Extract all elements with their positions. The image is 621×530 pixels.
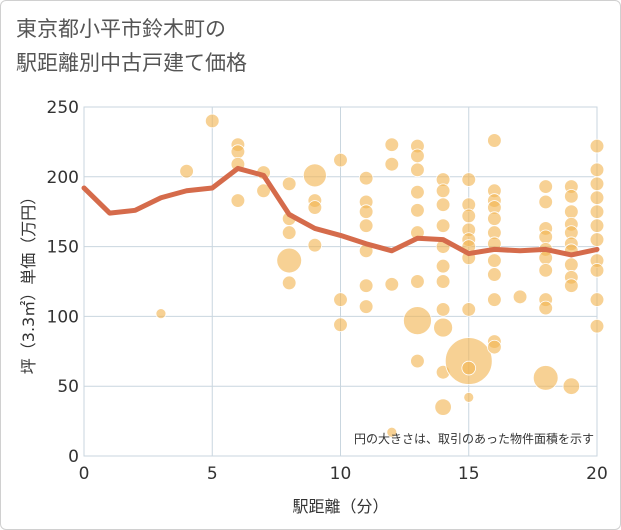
bubble-point xyxy=(281,275,297,291)
y-tick-label: 150 xyxy=(47,238,79,258)
bubble-point xyxy=(410,184,425,200)
bubble-point xyxy=(302,163,327,188)
bubble-point xyxy=(487,253,502,268)
bubble-point xyxy=(538,194,553,210)
bubble-point xyxy=(358,218,374,233)
y-tick-label: 200 xyxy=(47,168,79,188)
bubble-point xyxy=(410,274,425,289)
bubble-point xyxy=(435,183,451,199)
bubble-point xyxy=(358,278,374,293)
bubble-point xyxy=(384,156,400,172)
bubble-point xyxy=(358,204,374,219)
bubble-point xyxy=(589,190,605,206)
bubble-point xyxy=(435,274,451,289)
bubble-point xyxy=(532,365,559,391)
bubble-point xyxy=(562,377,581,395)
bubble-point xyxy=(403,306,432,335)
bubble-point xyxy=(487,292,502,307)
y-axis-label: 坪（3.3㎡）単価（万円） xyxy=(19,189,38,374)
bubble-point xyxy=(538,179,553,194)
bubble-point xyxy=(307,237,323,253)
bubble-point xyxy=(435,197,451,212)
bubble-point xyxy=(487,267,502,282)
bubble-point xyxy=(589,176,605,192)
y-tick-label: 100 xyxy=(47,307,79,327)
bubble-point xyxy=(589,292,605,307)
bubble-point xyxy=(487,339,502,355)
x-tick-label: 15 xyxy=(458,464,480,484)
bubble-point xyxy=(435,218,451,233)
y-tick-label: 0 xyxy=(68,447,79,467)
bubble-point xyxy=(487,133,502,148)
bubble-point xyxy=(281,176,297,192)
x-axis-label: 駅距離（分） xyxy=(292,497,388,516)
bubble-point xyxy=(435,258,451,274)
bubble-point xyxy=(538,300,553,316)
bubble-point xyxy=(155,308,167,320)
bubble-point xyxy=(333,317,348,333)
bubble-point xyxy=(434,398,452,416)
bubble-point xyxy=(410,148,425,164)
bubble-point xyxy=(384,137,400,152)
bubble-point xyxy=(589,204,605,219)
bubble-point xyxy=(410,353,425,369)
bubble-point xyxy=(281,225,297,240)
bubble-point xyxy=(589,318,605,334)
bubble-point xyxy=(256,183,271,199)
bubble-point xyxy=(333,152,348,168)
bubble-point xyxy=(461,360,477,376)
bubble-point xyxy=(410,203,425,218)
bubble-point xyxy=(461,208,477,224)
bubble-point xyxy=(589,218,605,233)
bubble-point xyxy=(386,426,398,438)
y-tick-label: 50 xyxy=(57,377,79,397)
bubble-point xyxy=(463,391,475,403)
bubble-point xyxy=(538,263,553,278)
average-line-layer xyxy=(81,165,600,258)
bubble-point xyxy=(564,189,579,204)
bubble-point xyxy=(461,172,477,187)
bubble-point xyxy=(435,302,451,317)
y-tick-label: 250 xyxy=(47,98,79,118)
bubble-point xyxy=(564,257,579,273)
bubble-point xyxy=(204,113,220,129)
bubble-point xyxy=(589,138,605,154)
bubble-point xyxy=(433,317,454,338)
bubble-point xyxy=(487,211,502,226)
bubble-point xyxy=(179,163,194,179)
bubble-point xyxy=(333,292,348,307)
bubble-point xyxy=(230,144,246,159)
bubble-point xyxy=(461,302,477,317)
bubble-point xyxy=(230,193,246,208)
bubble-point xyxy=(589,263,605,278)
bubble-point xyxy=(564,278,579,293)
bubble-point xyxy=(384,277,400,292)
bubble-point xyxy=(564,204,579,219)
bubble-point xyxy=(589,232,605,247)
bubble-point xyxy=(358,299,374,314)
bubble-size-note: 円の大きさは、取引のあった物件面積を示す xyxy=(354,431,594,446)
bubble-point xyxy=(276,247,303,274)
average-price-line xyxy=(81,165,600,258)
x-tick-label: 10 xyxy=(330,464,352,484)
x-tick-label: 0 xyxy=(79,464,90,484)
bubble-point xyxy=(410,162,425,178)
chart-title: 東京都小平市鈴木町の 駅距離別中古戸建て価格 xyxy=(16,17,247,75)
bubble-point xyxy=(589,162,605,178)
bubble-point xyxy=(512,289,528,305)
bubble-point xyxy=(358,170,374,186)
bubble-layer xyxy=(155,113,605,438)
x-tick-label: 5 xyxy=(207,464,218,484)
bubble-point xyxy=(307,200,323,215)
x-tick-label: 20 xyxy=(586,464,608,484)
bubble-point xyxy=(538,229,553,245)
